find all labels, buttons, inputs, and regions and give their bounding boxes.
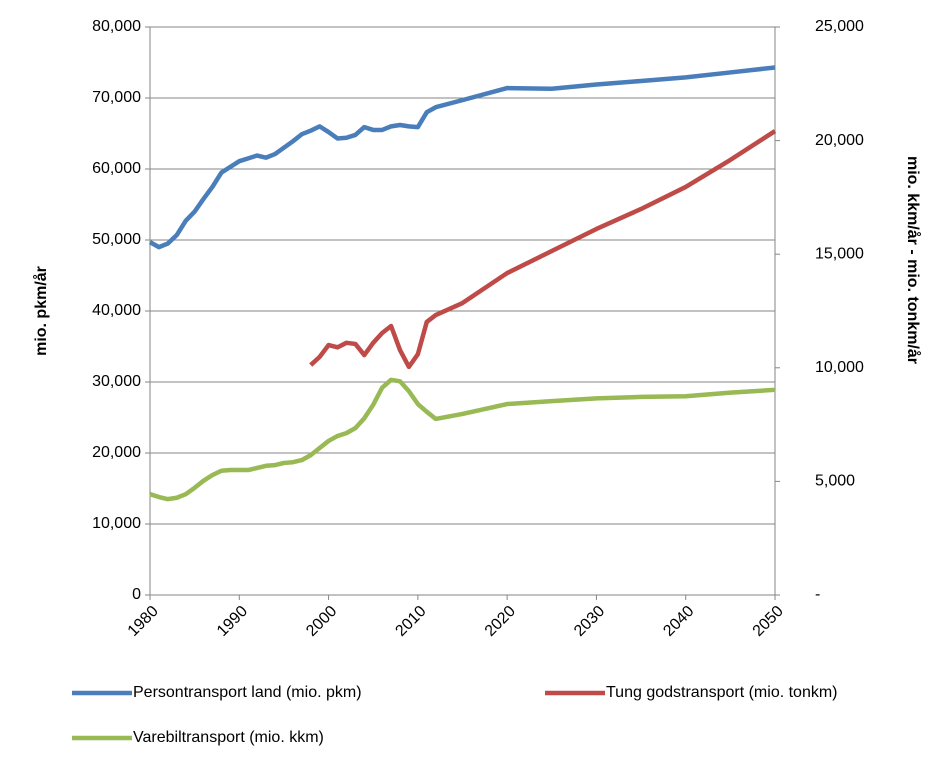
series-line: [149, 377, 776, 502]
y-tick-label: 60,000: [92, 160, 141, 177]
legend-label: Tung godstransport (mio. tonkm): [606, 684, 838, 701]
x-tick-label: 2020: [482, 603, 519, 640]
y-tick-label: 10,000: [92, 515, 141, 532]
series-line: [148, 65, 776, 250]
x-tick-label: 2010: [392, 603, 429, 640]
y-tick-label: 50,000: [92, 231, 141, 248]
series-line: [309, 129, 777, 370]
x-tick-label: 2040: [660, 603, 697, 640]
y2-tick-label: 10,000: [815, 359, 864, 376]
y-tick-label: 80,000: [92, 18, 141, 35]
x-tick-label: 2050: [750, 603, 787, 640]
y2-tick-label: 25,000: [815, 18, 864, 35]
y2-tick-label: 15,000: [815, 245, 864, 262]
y2-axis-title: mio. kkm/år - mio. tonkm/år: [904, 156, 922, 364]
y-tick-label: 70,000: [92, 89, 141, 106]
y-tick-label: 20,000: [92, 444, 141, 461]
legend-label: Varebiltransport (mio. kkm): [133, 729, 324, 746]
y-tick-label: 40,000: [92, 302, 141, 319]
y2-tick-label: 20,000: [815, 132, 864, 149]
y-tick-label: 30,000: [92, 373, 141, 390]
y2-tick-label: 5,000: [815, 473, 855, 490]
y-tick-label: 0: [132, 586, 141, 603]
x-tick-label: 2030: [571, 603, 608, 640]
y2-tick-label: -: [815, 586, 820, 603]
x-tick-label: 1990: [214, 603, 251, 640]
y-axis-title: mio. pkm/år: [32, 266, 50, 356]
legend-label: Persontransport land (mio. pkm): [133, 684, 362, 701]
x-tick-label: 1980: [125, 603, 162, 640]
x-tick-label: 2000: [303, 603, 340, 640]
